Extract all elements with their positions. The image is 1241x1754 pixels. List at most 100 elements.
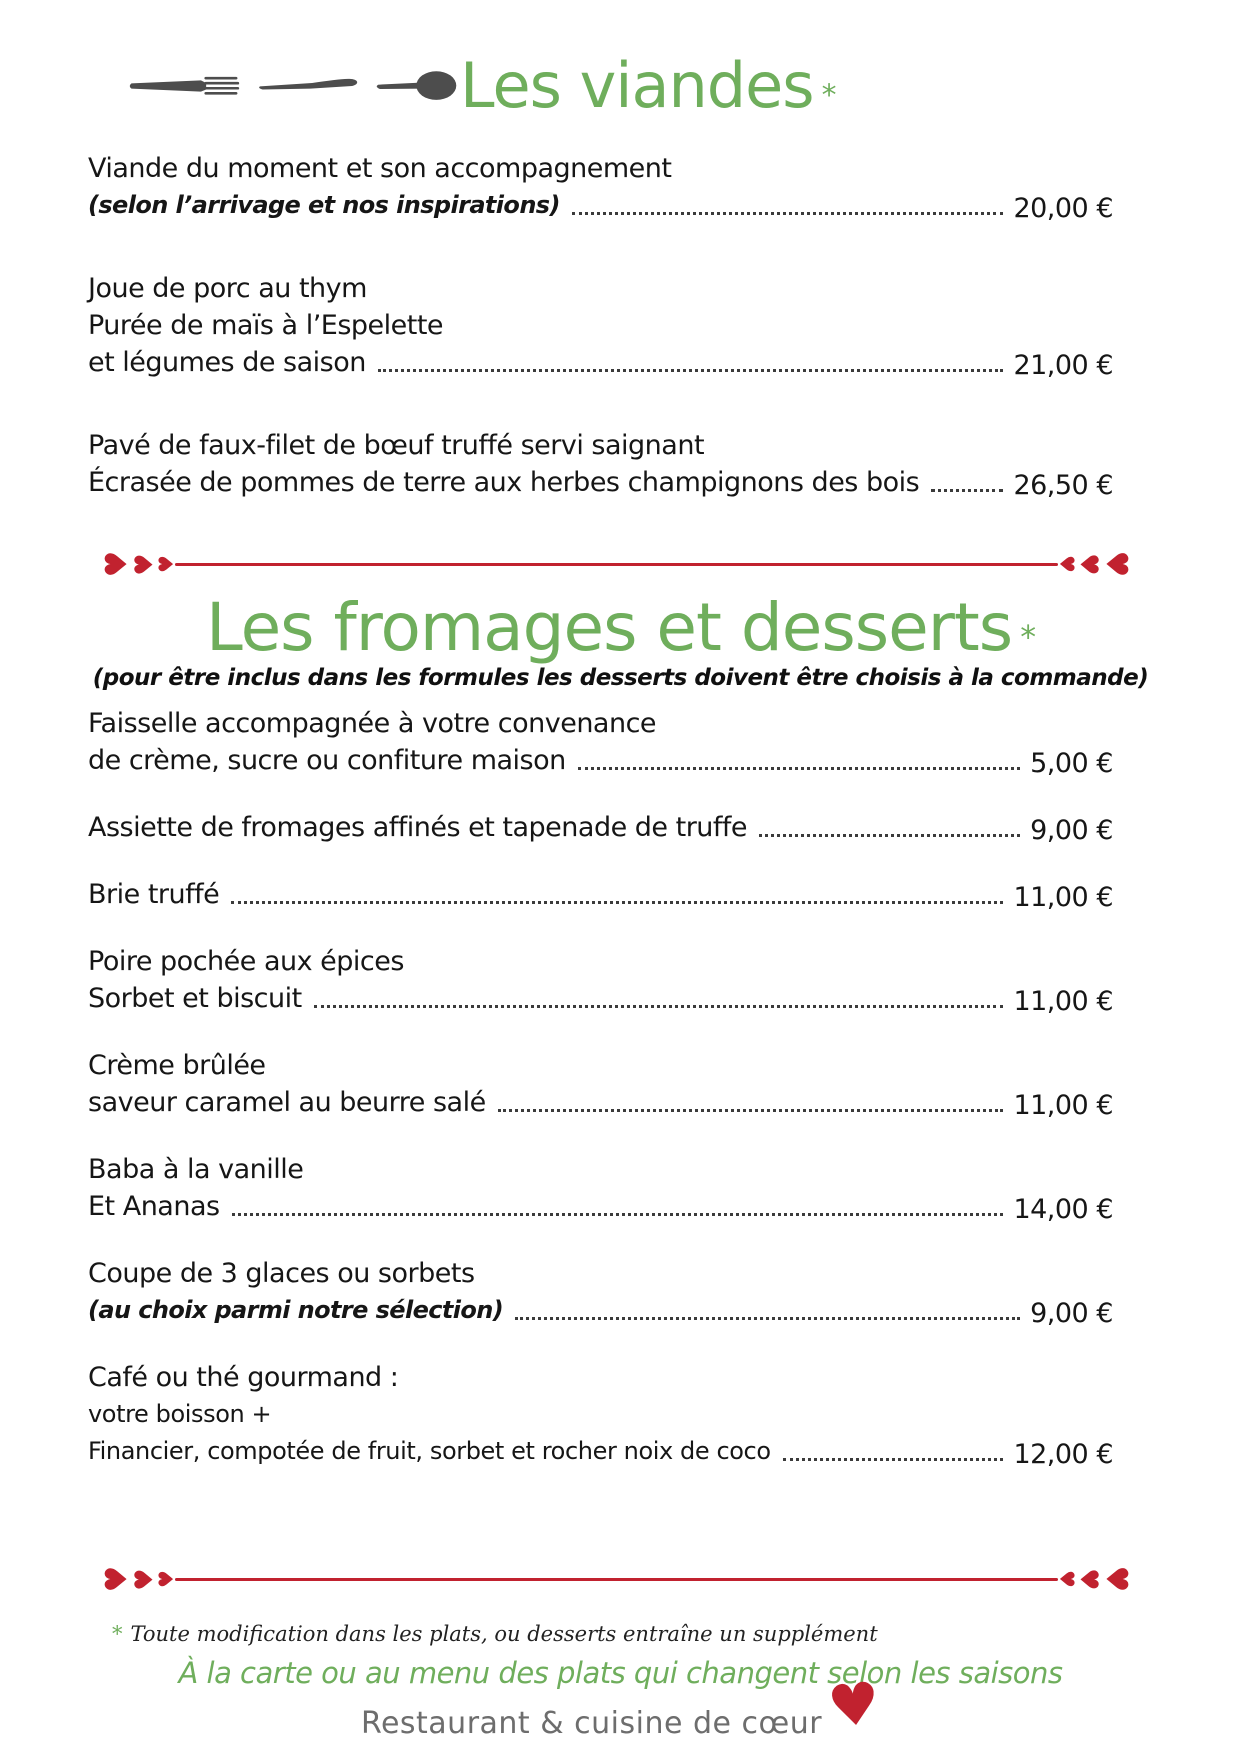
divider-heart-icon: ♥ — [1098, 550, 1134, 578]
item-line: Joue de porc au thym — [88, 273, 367, 304]
item-price-row: (au choix parmi notre sélection) 9,00 € — [88, 1292, 1113, 1329]
item-line: votre boisson + — [88, 1400, 272, 1428]
dotted-leader — [759, 834, 1021, 837]
divider-heart-icon: ♥ — [129, 552, 159, 576]
cutlery-icon — [129, 71, 457, 100]
item-price-row: et légumes de saison 21,00 € — [88, 344, 1113, 381]
item-price: 11,00 € — [1013, 1090, 1113, 1121]
item-price-row: Sorbet et biscuit 11,00 € — [88, 980, 1113, 1017]
menu-items: Viande du moment et son accompagnement (s… — [88, 150, 1113, 501]
divider-heart-icon: ♥ — [1054, 1570, 1079, 1588]
item-leader-text: (selon l’arrivage et nos inspirations) — [88, 191, 560, 219]
page-footer: ♥ ♥ ♥ ♥ ♥ ♥ * Toute modification dans les… — [0, 1536, 1241, 1752]
menu-item: Assiette de fromages affinés et tapenade… — [88, 809, 1113, 846]
menu-item: Poire pochée aux épices Sorbet et biscuit… — [88, 943, 1113, 1017]
menu-item: Joue de porc au thym Purée de maïs à l’Es… — [88, 270, 1113, 381]
dotted-leader — [377, 369, 1004, 372]
brand-text: Restaurant & cuisine de cœur — [360, 1705, 823, 1741]
item-price-row: Brie truffé 11,00 € — [88, 876, 1113, 913]
dotted-leader — [571, 212, 1004, 215]
menu-item: Brie truffé 11,00 € — [88, 876, 1113, 913]
item-leader-text: et légumes de saison — [88, 347, 366, 378]
item-price: 20,00 € — [1013, 193, 1113, 224]
heart-icon: ♥ — [824, 1668, 884, 1742]
divider-heart-icon: ♥ — [129, 1567, 159, 1591]
dotted-leader — [231, 1213, 1004, 1216]
item-leader-text: (au choix parmi notre sélection) — [88, 1296, 504, 1324]
dotted-leader — [515, 1317, 1021, 1320]
menu-item: Crème brûlée saveur caramel au beurre sal… — [88, 1047, 1113, 1121]
dotted-leader — [931, 489, 1004, 492]
item-line: Poire pochée aux épices — [88, 946, 404, 977]
asterisk-icon: * — [112, 1622, 123, 1646]
item-line: Baba à la vanille — [88, 1154, 304, 1185]
item-price-row: (selon l’arrivage et nos inspirations) 20… — [88, 187, 1113, 224]
section-title-text: Les fromages et desserts — [205, 589, 1013, 666]
item-leader-text: Brie truffé — [88, 879, 220, 910]
divider-heart-icon: ♥ — [154, 555, 179, 573]
divider-line — [175, 562, 1058, 566]
dotted-leader — [577, 767, 1021, 770]
heart-divider: ♥ ♥ ♥ ♥ ♥ ♥ — [99, 547, 1134, 581]
item-price-row: Assiette de fromages affinés et tapenade… — [88, 809, 1113, 846]
item-leader-text: Financier, compotée de fruit, sorbet et … — [88, 1437, 771, 1465]
dotted-leader — [313, 1005, 1004, 1008]
section-viandes-header: Les viandes * — [128, 44, 1241, 128]
asterisk-icon: * — [1020, 620, 1036, 656]
spoon-icon — [376, 71, 457, 100]
tagline: À la carte ou au menu des plats qui chan… — [178, 1656, 1063, 1690]
divider-heart-icon: ♥ — [1054, 555, 1079, 573]
dotted-leader — [231, 901, 1004, 904]
footnote-text: Toute modification dans les plats, ou de… — [130, 1622, 878, 1646]
divider-line — [175, 1577, 1058, 1581]
divider-heart-icon: ♥ — [99, 550, 135, 578]
section-fromages-desserts: Les fromages et desserts * (pour être inc… — [0, 595, 1241, 1471]
item-price: 14,00 € — [1013, 1194, 1113, 1225]
brand-row: Restaurant & cuisine de cœur ♥ — [0, 1668, 1241, 1752]
asterisk-icon: * — [821, 78, 837, 113]
dotted-leader — [782, 1458, 1004, 1461]
item-price-row: Écrasée de pommes de terre aux herbes ch… — [88, 464, 1113, 501]
item-line: Crème brûlée — [88, 1050, 266, 1081]
item-price-row: Financier, compotée de fruit, sorbet et … — [88, 1433, 1113, 1470]
item-line: Café ou thé gourmand : — [88, 1362, 399, 1393]
section-fromages-title: Les fromages et desserts * — [0, 595, 1241, 661]
knife-icon — [259, 78, 358, 90]
item-leader-text: Assiette de fromages affinés et tapenade… — [88, 812, 748, 843]
item-price-row: de crème, sucre ou confiture maison 5,00 … — [88, 742, 1113, 779]
item-line: Faisselle accompagnée à votre convenance — [88, 708, 657, 739]
item-line: Purée de maïs à l’Espelette — [88, 310, 444, 341]
item-leader-text: saveur caramel au beurre salé — [88, 1087, 486, 1118]
item-price: 5,00 € — [1030, 748, 1113, 779]
menu-items: Faisselle accompagnée à votre convenance… — [88, 705, 1113, 1470]
menu-item: Faisselle accompagnée à votre convenance… — [88, 705, 1113, 779]
menu-item: Coupe de 3 glaces ou sorbets (au choix pa… — [88, 1255, 1113, 1329]
menu-item: Viande du moment et son accompagnement (s… — [88, 150, 1113, 224]
item-price: 9,00 € — [1030, 815, 1113, 846]
divider-heart-icon: ♥ — [154, 1570, 179, 1588]
heart-divider: ♥ ♥ ♥ ♥ ♥ ♥ — [99, 1562, 1134, 1596]
fork-icon — [129, 76, 240, 95]
item-leader-text: de crème, sucre ou confiture maison — [88, 745, 566, 776]
item-price: 11,00 € — [1013, 882, 1113, 913]
item-line: Viande du moment et son accompagnement — [88, 153, 672, 184]
divider-heart-icon: ♥ — [99, 1565, 135, 1593]
divider-heart-icon: ♥ — [1098, 1565, 1134, 1593]
menu-item: Pavé de faux-filet de bœuf truffé servi … — [88, 427, 1113, 501]
item-leader-text: Sorbet et biscuit — [88, 983, 302, 1014]
dotted-leader — [497, 1109, 1004, 1112]
item-price: 12,00 € — [1013, 1439, 1113, 1470]
item-leader-text: Et Ananas — [88, 1191, 220, 1222]
section-viandes: Les viandes * Viande du moment et son acc… — [0, 44, 1241, 502]
section-title-text: Les viandes — [460, 49, 815, 122]
menu-item: Baba à la vanille Et Ananas 14,00 € — [88, 1151, 1113, 1225]
section-subtitle: (pour être inclus dans les formules les … — [92, 665, 1149, 691]
item-price: 9,00 € — [1030, 1298, 1113, 1329]
item-price-row: saveur caramel au beurre salé 11,00 € — [88, 1084, 1113, 1121]
item-leader-text: Écrasée de pommes de terre aux herbes ch… — [88, 467, 920, 498]
item-line: Coupe de 3 glaces ou sorbets — [88, 1258, 475, 1289]
item-price: 26,50 € — [1013, 470, 1113, 501]
item-price: 11,00 € — [1013, 986, 1113, 1017]
section-viandes-title: Les viandes * — [460, 55, 836, 117]
